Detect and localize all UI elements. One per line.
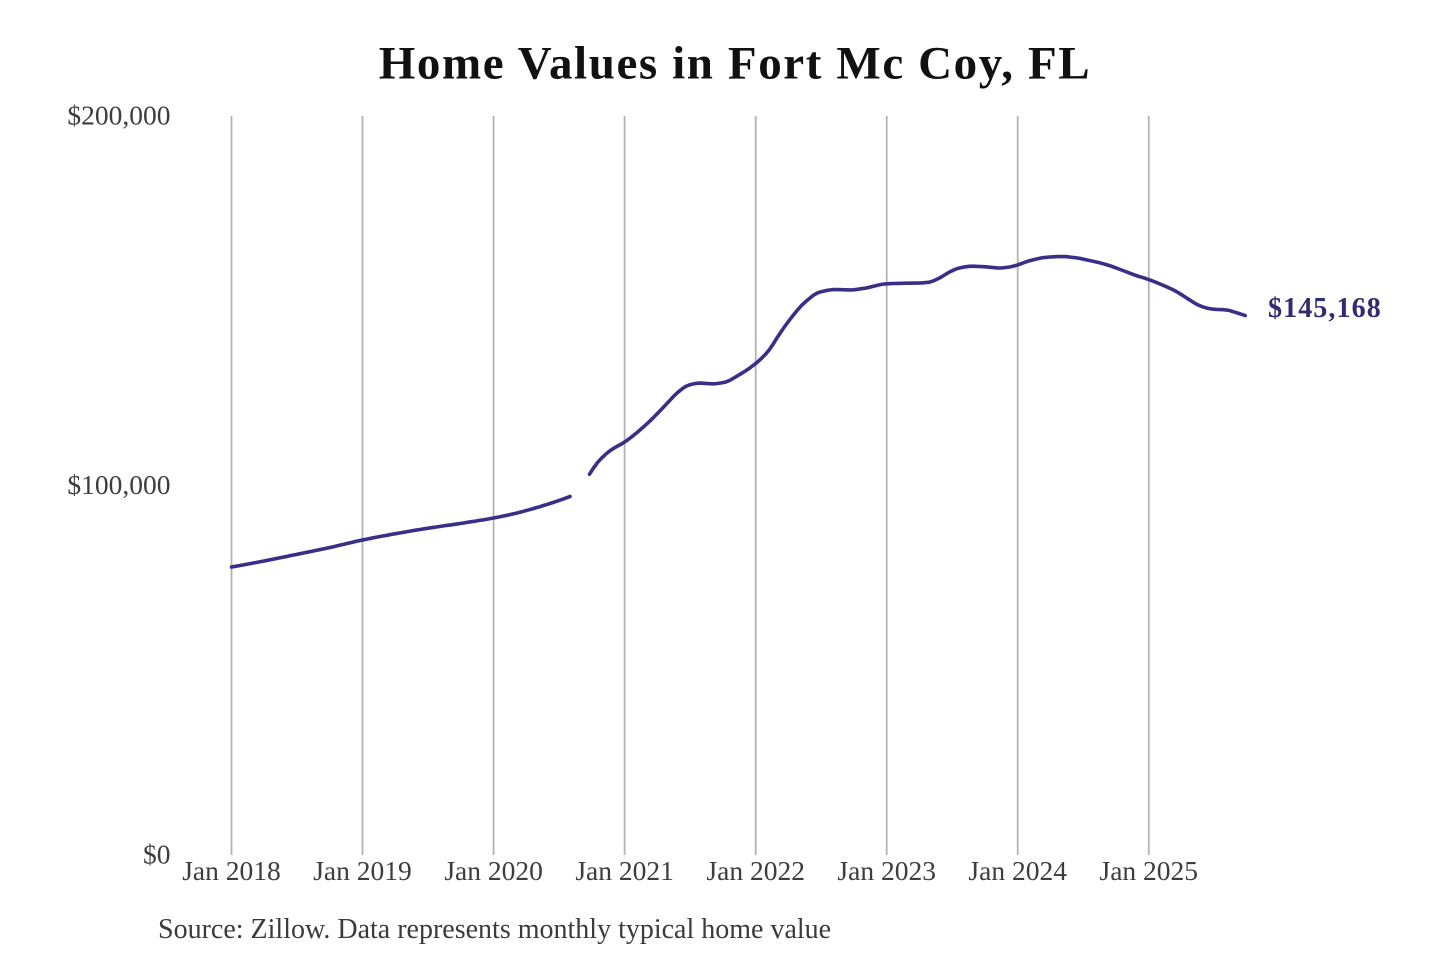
svg-text:Jan 2022: Jan 2022 bbox=[706, 855, 805, 886]
svg-text:$145,168: $145,168 bbox=[1268, 293, 1382, 324]
svg-text:$100,000: $100,000 bbox=[67, 469, 170, 500]
svg-text:Jan 2018: Jan 2018 bbox=[182, 855, 281, 886]
svg-text:$0: $0 bbox=[143, 838, 171, 869]
svg-text:Home Values in Fort Mc Coy, FL: Home Values in Fort Mc Coy, FL bbox=[379, 38, 1092, 90]
svg-text:Source: Zillow. Data represent: Source: Zillow. Data represents monthly … bbox=[158, 914, 831, 945]
svg-text:Jan 2023: Jan 2023 bbox=[837, 855, 936, 886]
svg-text:Jan 2021: Jan 2021 bbox=[575, 855, 674, 886]
svg-text:Jan 2019: Jan 2019 bbox=[313, 855, 412, 886]
svg-text:$200,000: $200,000 bbox=[67, 99, 170, 130]
svg-text:Jan 2024: Jan 2024 bbox=[968, 855, 1067, 886]
svg-text:Jan 2020: Jan 2020 bbox=[444, 855, 543, 886]
svg-text:Jan 2025: Jan 2025 bbox=[1100, 855, 1199, 886]
